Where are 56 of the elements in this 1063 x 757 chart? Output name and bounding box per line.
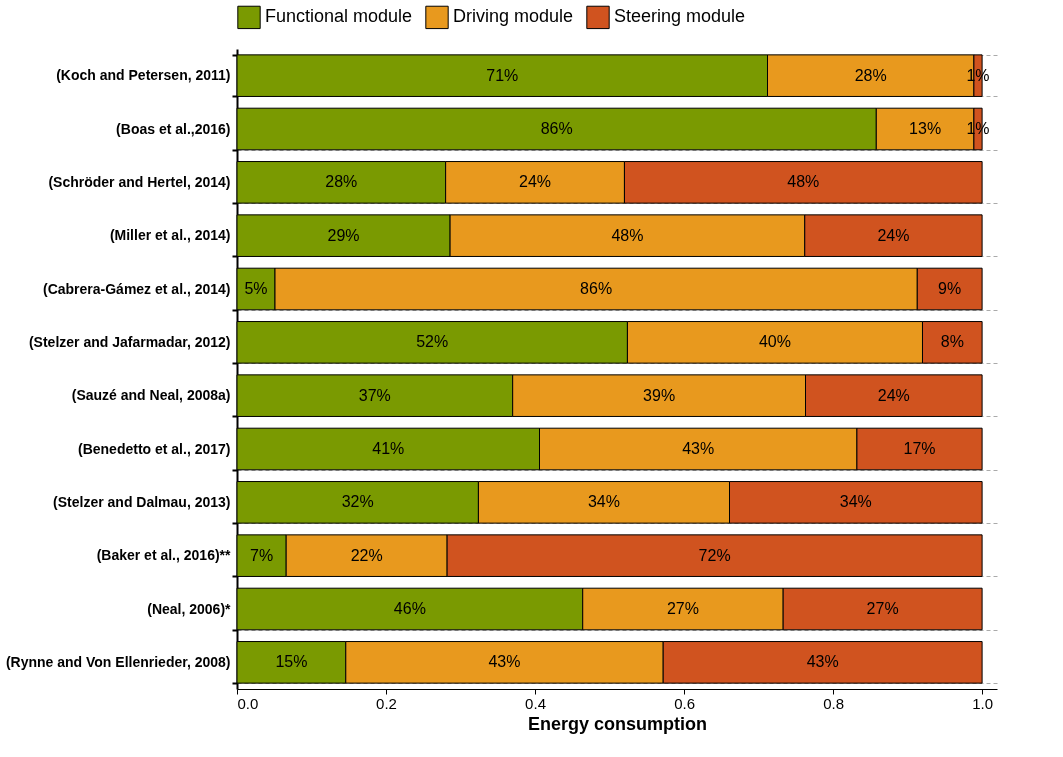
data-label: 5% <box>244 280 268 297</box>
y-tick-label: (Schröder and Hertel, 2014) <box>48 173 231 190</box>
data-label: 48% <box>611 226 644 244</box>
y-tick-label: (Sauzé and Neal, 2008a) <box>71 387 231 404</box>
y-tick-label: (Koch and Petersen, 2011) <box>56 67 231 84</box>
data-label: 22% <box>350 546 383 564</box>
data-label: 43% <box>488 653 521 671</box>
data-label: 40% <box>758 333 791 351</box>
data-label: 86% <box>540 120 573 137</box>
data-label: 24% <box>877 386 910 404</box>
x-axis-title: Energy consumption <box>527 713 708 734</box>
y-tick-label: (Stelzer and Dalmau, 2013) <box>53 493 231 510</box>
data-label: 9% <box>938 280 962 297</box>
data-label: 34% <box>587 493 620 511</box>
legend-label: Driving module <box>453 6 574 27</box>
x-tick-label: 0.4 <box>525 694 546 712</box>
x-tick-label: 0.0 <box>237 694 259 712</box>
data-label: 48% <box>787 173 820 191</box>
data-label: 39% <box>643 386 676 404</box>
y-tick-label: (Boas et al.,2016) <box>116 120 231 137</box>
data-label: 15% <box>275 653 308 671</box>
data-label: 7% <box>250 546 274 564</box>
y-tick-label: (Neal, 2006)* <box>147 600 232 617</box>
y-tick-label: (Stelzer and Jafarmadar, 2012) <box>28 333 231 350</box>
data-label: 34% <box>839 493 872 511</box>
data-label: 43% <box>682 440 715 457</box>
x-tick-label: 0.2 <box>376 694 397 712</box>
data-label: 32% <box>341 493 374 511</box>
legend-label: Steering module <box>614 6 746 27</box>
data-label: 52% <box>416 333 449 351</box>
x-tick-label: 0.8 <box>823 694 845 712</box>
data-label: 28% <box>325 173 358 191</box>
data-label: 27% <box>666 600 699 617</box>
data-label: 43% <box>806 653 839 671</box>
data-label: 8% <box>940 333 964 351</box>
data-label: 24% <box>877 226 910 244</box>
y-tick-label: (Rynne and Von Ellenrieder, 2008) <box>5 653 231 670</box>
data-label: 29% <box>327 226 360 244</box>
data-label: 46% <box>393 600 426 617</box>
data-label: 27% <box>866 600 899 617</box>
data-label: 37% <box>358 386 391 404</box>
x-tick-label: 1.0 <box>972 694 994 712</box>
data-label: 72% <box>698 546 731 564</box>
y-tick-label: (Miller et al., 2014) <box>109 227 231 244</box>
y-tick-label: (Cabrera-Gámez et al., 2014) <box>42 280 231 297</box>
data-label: 13% <box>909 120 942 137</box>
y-tick-label: (Baker et al., 2016)** <box>96 547 232 564</box>
data-label: 24% <box>519 173 552 191</box>
legend-label: Functional module <box>265 6 413 27</box>
data-label: 17% <box>903 440 936 457</box>
x-tick-label: 0.6 <box>674 694 695 712</box>
data-label: 28% <box>854 66 887 84</box>
data-label: 86% <box>580 280 613 297</box>
data-label: 41% <box>372 440 405 457</box>
data-label: 71% <box>486 66 519 84</box>
y-tick-label: (Benedetto et al., 2017) <box>78 440 231 457</box>
